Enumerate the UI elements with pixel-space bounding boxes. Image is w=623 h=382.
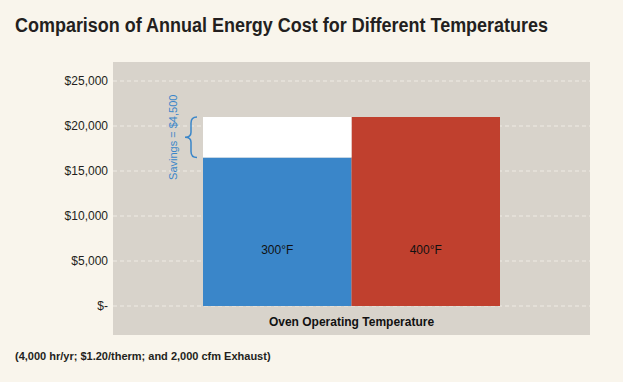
background (0, 0, 623, 382)
y-tick-label: $20,000 (65, 119, 109, 133)
bar (203, 158, 352, 307)
plot-panel (113, 62, 590, 335)
y-tick-label: $25,000 (65, 74, 109, 88)
y-tick-label: $15,000 (65, 164, 109, 178)
y-tick-label: $10,000 (65, 209, 109, 223)
bar (352, 117, 501, 306)
bar-category-label: 300°F (261, 243, 293, 257)
bars (203, 117, 500, 306)
bar-category-label: 400°F (410, 243, 442, 257)
x-axis-label: Oven Operating Temperature (269, 315, 434, 329)
labels: 300°F 400°F Savings = $4,500 (167, 95, 442, 257)
savings-label: Savings = $4,500 (167, 95, 179, 180)
grid-line (113, 81, 590, 82)
chart: Comparison of Annual Energy Cost for Dif… (0, 0, 623, 382)
y-tick-label: $- (97, 299, 108, 313)
footnote: (4,000 hr/yr; $1.20/therm; and 2,000 cfm… (15, 350, 271, 362)
title: Comparison of Annual Energy Cost for Dif… (15, 14, 548, 36)
savings-box (203, 117, 352, 158)
savings-brace (185, 117, 197, 158)
y-tick-label: $5,000 (71, 254, 108, 268)
